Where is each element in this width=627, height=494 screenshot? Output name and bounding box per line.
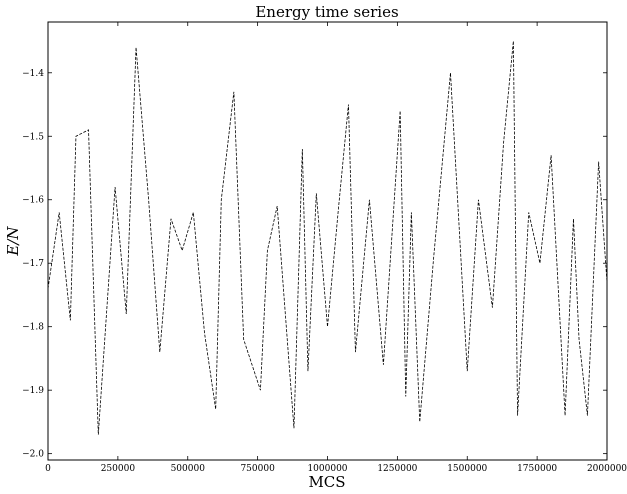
x-tick-label: 2000000 [587, 464, 627, 474]
y-tick-label: −1.8 [22, 323, 44, 333]
x-tick-label: 1750000 [517, 464, 557, 474]
y-tick-label: −1.7 [22, 259, 44, 269]
x-axis-ticks: 0 250000 500000 750000 1000000 1250000 1500000… [45, 22, 627, 474]
x-tick-label: 1000000 [307, 464, 347, 474]
y-tick-label: −1.5 [22, 132, 44, 142]
x-tick-label: 1250000 [377, 464, 417, 474]
x-tick-label: 250000 [101, 464, 136, 474]
series-line-0 [47, 41, 608, 435]
x-axis-label: MCS [308, 473, 345, 491]
chart-title: Energy time series [255, 3, 398, 21]
series-layer [47, 41, 608, 435]
y-axis-label: E/N [4, 226, 22, 257]
y-tick-label: −2.0 [22, 450, 44, 460]
y-axis-ticks: −2.0 −1.9 −1.8 −1.7 −1.6 −1.5 −1.4 [22, 69, 607, 460]
x-tick-label: 500000 [171, 464, 206, 474]
x-tick-label: 750000 [240, 464, 275, 474]
plot-frame [47, 21, 608, 461]
y-tick-label: −1.6 [22, 196, 44, 206]
y-tick-label: −1.9 [22, 386, 44, 396]
x-tick-label: 1500000 [447, 464, 487, 474]
y-tick-label: −1.4 [22, 69, 44, 79]
x-tick-label: 0 [45, 464, 51, 474]
